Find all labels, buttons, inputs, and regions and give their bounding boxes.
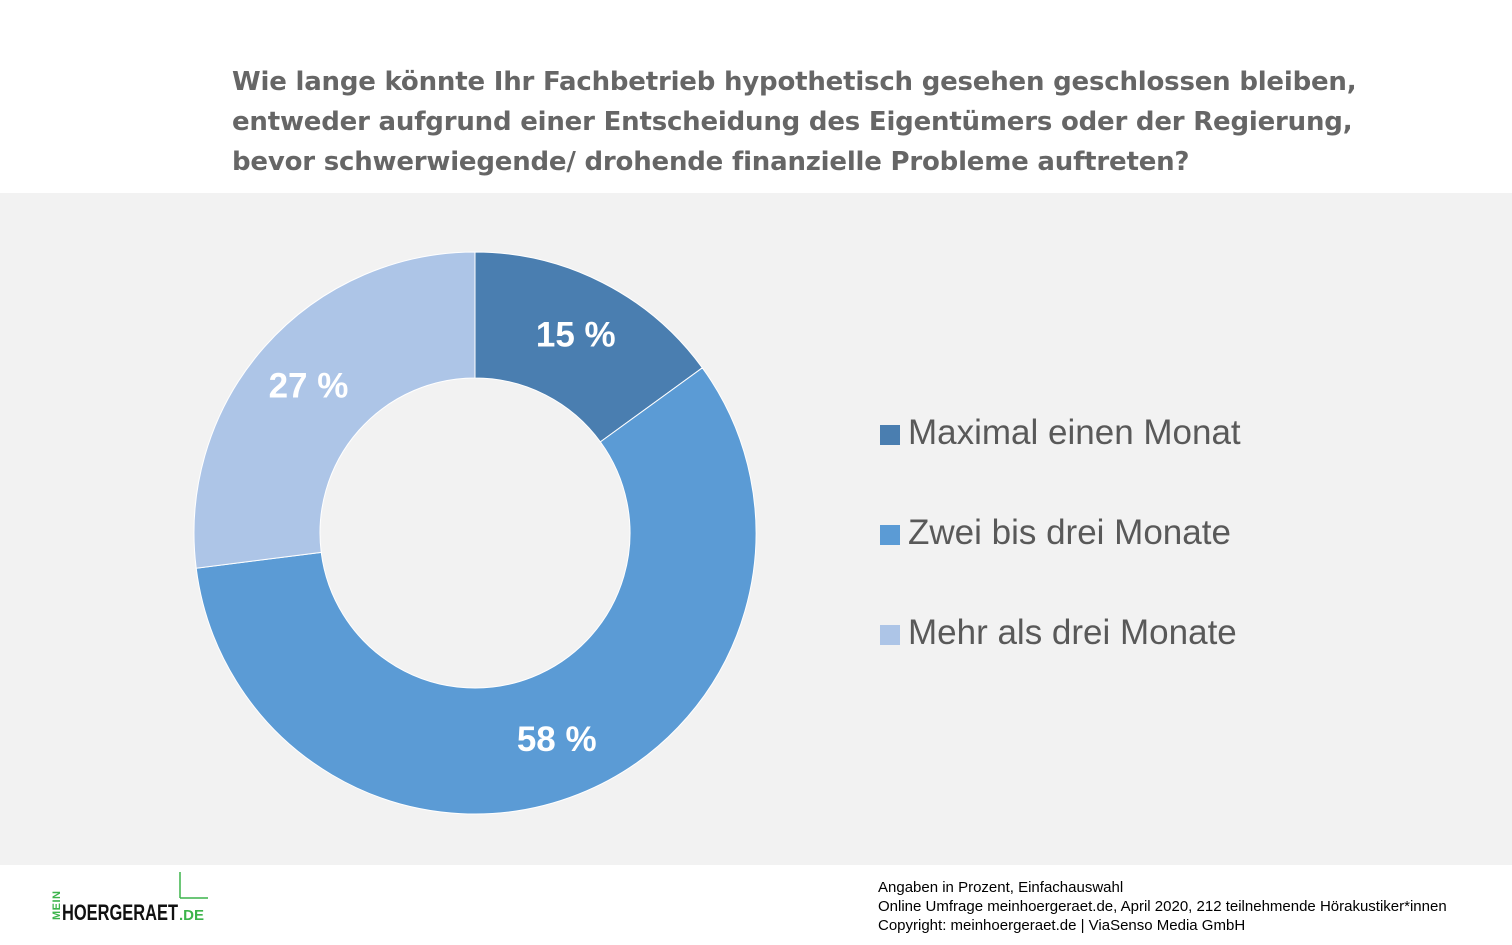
legend-item-mehr-als-drei-monate: Mehr als drei Monate xyxy=(880,605,1241,705)
logo-name: HOERGERAET xyxy=(62,900,178,925)
logo-suffix: .DE xyxy=(179,907,204,924)
legend-item-maximal-einen-monat: Maximal einen Monat xyxy=(880,405,1241,505)
footer-notes: Angaben in Prozent, Einfachauswahl Onlin… xyxy=(878,878,1447,935)
chart-legend: Maximal einen Monat Zwei bis drei Monate… xyxy=(880,405,1241,705)
title-line-2: entweder aufgrund einer Entscheidung des… xyxy=(232,107,1353,137)
footer-line-2: Online Umfrage meinhoergeraet.de, April … xyxy=(878,898,1447,915)
legend-label: Mehr als drei Monate xyxy=(908,613,1237,652)
logo-prefix: MEIN xyxy=(51,891,63,921)
legend-swatch xyxy=(880,525,900,545)
legend-label: Maximal einen Monat xyxy=(908,413,1241,452)
chart-title: Wie lange könnte Ihr Fachbetrieb hypothe… xyxy=(232,62,1432,182)
data-label-2: 58 % xyxy=(517,720,597,759)
donut-slice-3 xyxy=(193,251,476,569)
legend-label: Zwei bis drei Monate xyxy=(908,513,1231,552)
legend-swatch xyxy=(880,425,900,445)
data-label-1: 15 % xyxy=(536,316,616,355)
title-line-1: Wie lange könnte Ihr Fachbetrieb hypothe… xyxy=(232,67,1357,97)
data-label-3: 27 % xyxy=(269,367,349,406)
donut-slice-2 xyxy=(195,367,757,815)
legend-swatch xyxy=(880,625,900,645)
meinhoergeraet-logo: MEIN HOERGERAET .DE xyxy=(51,872,208,925)
title-line-3: bevor schwerwiegende/ drohende finanziel… xyxy=(232,147,1190,177)
footer-line-3: Copyright: meinhoergeraet.de | ViaSenso … xyxy=(878,917,1246,934)
legend-item-zwei-bis-drei-monate: Zwei bis drei Monate xyxy=(880,505,1241,605)
footer-line-1: Angaben in Prozent, Einfachauswahl xyxy=(878,879,1124,896)
